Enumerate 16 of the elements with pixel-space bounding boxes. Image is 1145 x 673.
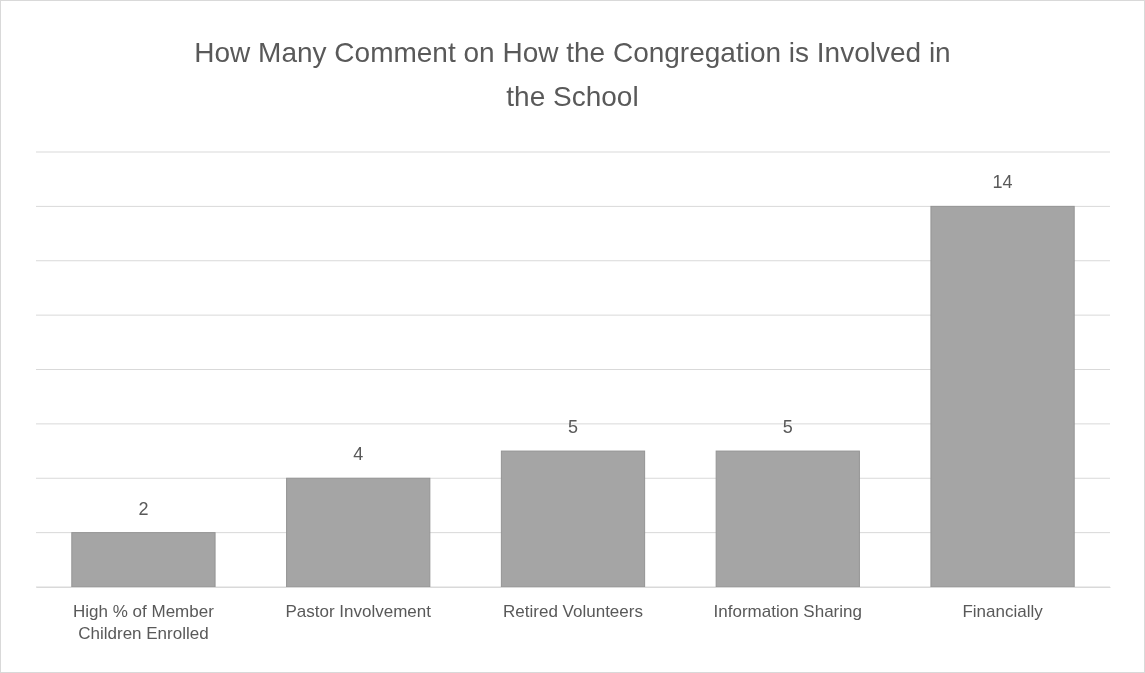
- chart-title: How Many Comment on How the Congregation is Involved in the School: [194, 37, 951, 112]
- bar: [500, 450, 646, 588]
- bar: [71, 532, 216, 588]
- data-label: 14: [992, 172, 1013, 193]
- x-tick-label: Financially: [962, 602, 1044, 622]
- x-tick-label: Information Sharing: [713, 602, 862, 622]
- x-tick-label: Retired Volunteers: [503, 602, 643, 622]
- bar: [286, 477, 431, 588]
- data-label: 2: [138, 498, 149, 519]
- data-label: 5: [782, 417, 793, 438]
- bar: [930, 205, 1075, 588]
- data-label: 4: [353, 444, 364, 465]
- x-tick-label: Pastor Involvement: [285, 602, 432, 622]
- x-tick-label: High % of Member Children Enrolled: [73, 602, 215, 644]
- data-label: 5: [567, 417, 579, 438]
- bar: [715, 450, 860, 588]
